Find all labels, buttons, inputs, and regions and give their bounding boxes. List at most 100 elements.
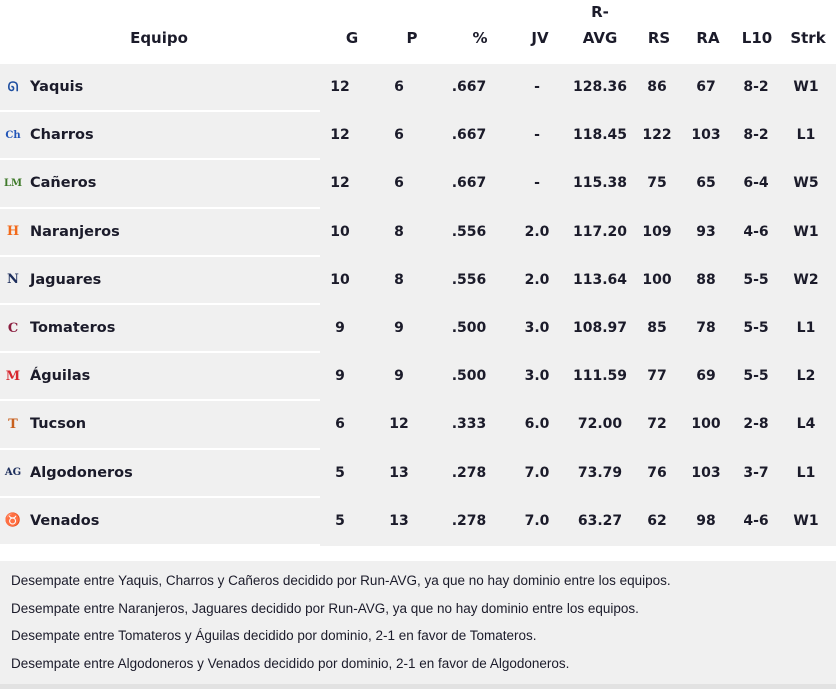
cell-p: 6 xyxy=(394,175,404,192)
team-cell[interactable]: H Naranjeros xyxy=(4,224,120,240)
tiebreak-notes: Desempate entre Yaquis, Charros y Cañero… xyxy=(0,561,836,684)
cell-jv: - xyxy=(534,79,540,96)
team-cell[interactable]: Ch Charros xyxy=(4,127,94,144)
cell-ravg: 115.38 xyxy=(572,175,628,192)
cell-l10: 5-5 xyxy=(743,271,769,288)
cell-pct: .278 xyxy=(451,512,487,529)
cell-ra: 103 xyxy=(691,127,721,144)
cell-jv: 3.0 xyxy=(524,320,550,337)
table-row[interactable]: C Tomateros 9 9 .500 3.0 108.97 85 78 5-5 L1 xyxy=(0,304,836,354)
cell-pct: .278 xyxy=(451,464,487,481)
team-name: Algodoneros xyxy=(30,464,133,481)
cell-p: 9 xyxy=(394,320,404,337)
row-divider xyxy=(0,351,320,354)
header-pct[interactable]: % xyxy=(472,29,488,47)
table-row[interactable]: M Águilas 9 9 .500 3.0 111.59 77 69 5-5 L2 xyxy=(0,353,836,402)
aguilas-logo-icon: M xyxy=(5,368,21,384)
team-cell[interactable]: T Tucson xyxy=(4,416,86,432)
team-name: Yaquis xyxy=(30,79,84,96)
row-divider xyxy=(0,158,320,161)
cell-g: 12 xyxy=(330,175,350,192)
team-name: Naranjeros xyxy=(30,223,120,240)
header-ra[interactable]: RA xyxy=(696,29,720,47)
team-name: Jaguares xyxy=(30,271,102,288)
algodoneros-logo-icon: AG xyxy=(4,467,22,479)
cell-p: 8 xyxy=(394,223,404,240)
footer-strip xyxy=(0,684,836,689)
cell-ravg: 128.36 xyxy=(572,79,628,96)
cell-rs: 86 xyxy=(647,79,667,96)
cell-ravg: 72.00 xyxy=(577,416,623,433)
cell-g: 5 xyxy=(335,512,345,529)
table-row[interactable]: Ch Charros 12 6 .667 - 118.45 122 103 8-2 L1 xyxy=(0,112,836,161)
header-equipo[interactable]: Equipo xyxy=(130,29,188,47)
tomateros-logo-icon: C xyxy=(7,320,19,336)
cell-p: 13 xyxy=(389,464,409,481)
table-row[interactable]: AG Algodoneros 5 13 .278 7.0 73.79 76 103 3-7 L1 xyxy=(0,449,836,498)
table-header: Equipo G P % JV R- AVG RS RA L10 Strk xyxy=(0,0,836,64)
note: Desempate entre Yaquis, Charros y Cañero… xyxy=(11,573,671,588)
cell-jv: 6.0 xyxy=(524,416,550,433)
cell-strk: L2 xyxy=(796,368,816,385)
team-cell[interactable]: N Jaguares xyxy=(4,272,101,288)
team-cell[interactable]: AG Algodoneros xyxy=(4,465,133,481)
cell-ra: 100 xyxy=(691,416,721,433)
cell-pct: .500 xyxy=(451,320,487,337)
cell-g: 9 xyxy=(335,368,345,385)
cell-pct: .500 xyxy=(451,368,487,385)
team-name: Venados xyxy=(30,512,100,529)
team-cell[interactable]: C Tomateros xyxy=(4,320,116,337)
header-l10[interactable]: L10 xyxy=(741,29,773,47)
team-name: Tomateros xyxy=(30,320,116,337)
team-cell[interactable]: M Águilas xyxy=(4,368,90,384)
table-row[interactable]: N Jaguares 10 8 .556 2.0 113.64 100 88 5-5 W2 xyxy=(0,256,836,305)
cell-strk: L1 xyxy=(796,464,816,481)
table-row[interactable]: LM Cañeros 12 6 .667 - 115.38 75 65 6-4 W5 xyxy=(0,160,836,209)
cell-pct: .556 xyxy=(451,223,487,240)
cell-l10: 8-2 xyxy=(743,127,769,144)
table-row[interactable]: ᘏ Yaquis 12 6 .667 - 128.36 86 67 8-2 W1 xyxy=(0,64,836,113)
cell-g: 6 xyxy=(335,416,345,433)
header-p[interactable]: P xyxy=(406,29,418,47)
cell-p: 9 xyxy=(394,368,404,385)
naranjeros-logo-icon: H xyxy=(6,224,20,240)
cell-ra: 78 xyxy=(696,320,716,337)
row-divider xyxy=(0,447,320,450)
team-cell[interactable]: ♉ Venados xyxy=(4,513,99,529)
table-row[interactable]: ♉ Venados 5 13 .278 7.0 63.27 62 98 4-6 W1 xyxy=(0,497,836,546)
cell-strk: W2 xyxy=(793,271,819,288)
team-cell[interactable]: LM Cañeros xyxy=(4,175,96,191)
cell-strk: W1 xyxy=(793,79,819,96)
charros-logo-icon: Ch xyxy=(5,129,21,141)
cell-l10: 5-5 xyxy=(743,320,769,337)
note: Desempate entre Tomateros y Águilas deci… xyxy=(11,628,537,643)
team-name: Charros xyxy=(30,127,94,144)
cell-ravg: 108.97 xyxy=(572,320,628,337)
team-cell[interactable]: ᘏ Yaquis xyxy=(4,79,84,96)
header-g[interactable]: G xyxy=(345,29,359,47)
cell-pct: .667 xyxy=(451,127,487,144)
cell-ravg: 118.45 xyxy=(572,127,628,144)
cell-jv: - xyxy=(534,127,540,144)
cell-pct: .333 xyxy=(451,416,487,433)
cell-jv: 7.0 xyxy=(524,464,550,481)
cell-strk: L4 xyxy=(796,416,816,433)
team-name: Águilas xyxy=(30,368,91,385)
header-jv[interactable]: JV xyxy=(531,29,549,47)
row-divider xyxy=(0,302,320,305)
standings-table: ᘏ Yaquis 12 6.667-128.36 86 67 8-2 W1 Ch Charros 1… xyxy=(0,64,836,546)
row-divider xyxy=(0,254,320,257)
cell-ra: 93 xyxy=(696,223,716,240)
cell-pct: .667 xyxy=(451,79,487,96)
table-row[interactable]: H Naranjeros 10 8 .556 2.0 117.20 109 93 4-6 W1 xyxy=(0,208,836,257)
cell-p: 6 xyxy=(394,79,404,96)
header-strk[interactable]: Strk xyxy=(790,29,826,47)
cell-rs: 75 xyxy=(647,175,667,192)
cell-ravg: 111.59 xyxy=(572,368,628,385)
row-divider xyxy=(0,495,320,498)
header-rs[interactable]: RS xyxy=(647,29,671,47)
header-ravg[interactable]: R- AVG xyxy=(583,3,618,47)
table-row[interactable]: T Tucson 6 12 .333 6.0 72.00 72 100 2-8 L4 xyxy=(0,401,836,450)
cell-strk: W1 xyxy=(793,512,819,529)
cell-rs: 76 xyxy=(647,464,667,481)
